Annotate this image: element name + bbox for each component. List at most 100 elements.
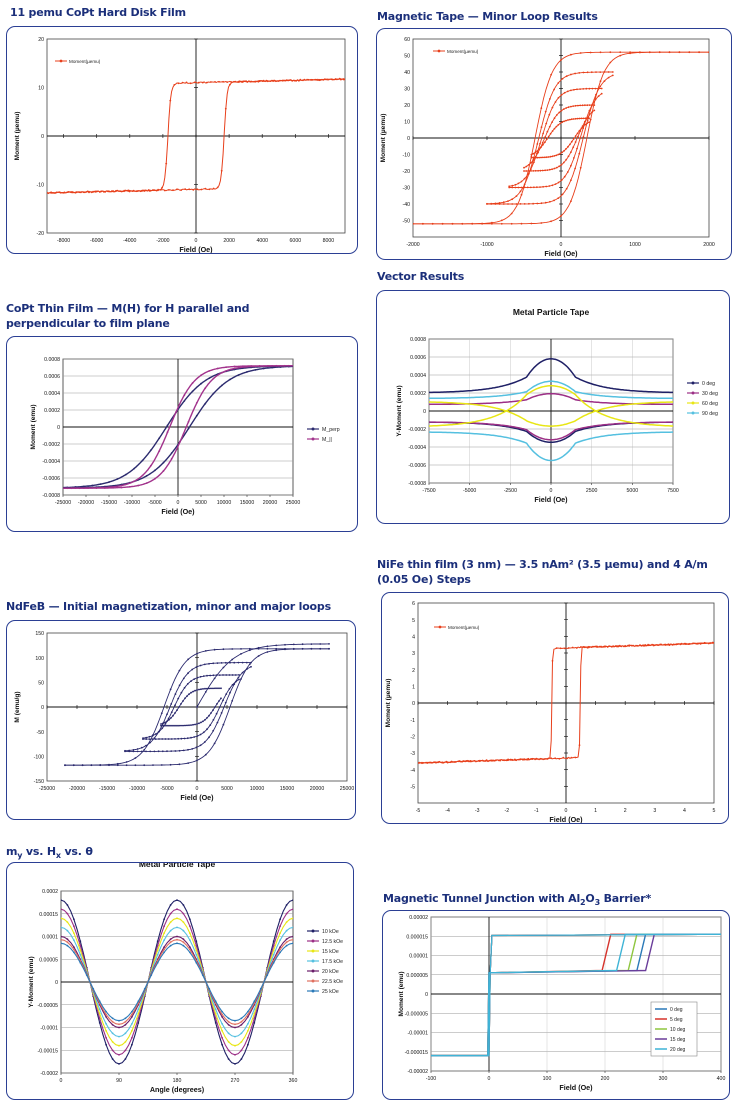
series-10-koe-point: [118, 1063, 120, 1065]
plot-area: [418, 603, 714, 803]
series-moment-emu--loop3-down-point: [579, 105, 581, 107]
legend-marker: [312, 940, 315, 943]
series-ndfeb-loop0-up-point: [249, 663, 251, 665]
y-tick-label: 50: [404, 54, 410, 60]
series-m--descending-point: [225, 366, 227, 368]
x-axis-label: Field (Oe): [549, 815, 583, 824]
series-moment-emu--descending-point: [68, 191, 70, 193]
series-moment-emu--loop2-down-point: [589, 88, 591, 90]
series-ndfeb-loop3-down-point: [202, 688, 204, 690]
series-ndfeb-loop2-up-point: [152, 738, 154, 740]
series-moment-emu--loop3-down-point: [577, 105, 579, 107]
y-axis-label: M (emu/g): [14, 691, 21, 722]
series-ndfeb-loop1-down-point: [217, 662, 219, 664]
series-moment-emu--loop0-down-point: [580, 52, 582, 54]
panel-ndfeb: -150 -100 -50 0 50 100 150 -25000 -20000 -15000 -1…: [6, 620, 356, 820]
series-moment-emu--loop1-down-point: [595, 71, 597, 73]
series-m-perp-ascending-point: [221, 385, 223, 387]
series-moment-emu--loop2-up-point: [536, 186, 538, 188]
series-15-koe-point: [189, 932, 191, 934]
series-22-5-koe-point: [67, 941, 69, 943]
series-moment-emu--descending-point: [515, 759, 517, 761]
series-moment-emu--loop2-down-point: [527, 174, 529, 176]
series-ndfeb-loop2-down-point: [181, 692, 183, 694]
chart-title: Metal Particle Tape: [139, 863, 216, 869]
legend-marker: [312, 930, 315, 933]
series-ndfeb-loop3-down-point: [192, 691, 194, 693]
series-22-5-koe-point: [228, 1021, 230, 1023]
series-25-koe-point: [170, 945, 172, 947]
series-22-5-koe-point: [60, 939, 62, 941]
series-moment-emu--descending-point: [527, 758, 529, 760]
series-20-koe-point: [73, 946, 75, 948]
legend-marker: [438, 50, 441, 53]
series-moment-emu--loop3-up-point: [575, 141, 577, 143]
series-ndfeb-loop2-down-point: [238, 674, 240, 676]
legend-marker: [312, 950, 315, 953]
series-moment-emu--descending-point: [491, 760, 493, 762]
series-moment-emu--descending-point: [206, 82, 208, 84]
series-moment-emu--descending-point: [194, 82, 196, 84]
series-ndfeb-loop0-down-point: [275, 648, 277, 650]
series-12-5-koe-point: [183, 913, 185, 915]
series-12-5-koe-point: [79, 945, 81, 947]
y-axis-label: Moment (µemu): [385, 679, 392, 728]
series-moment-emu--ascending-point: [558, 758, 560, 760]
series-moment-emu--descending-point: [701, 642, 703, 644]
series-25-koe-point: [273, 962, 275, 964]
series-ndfeb-loop2-up-point: [174, 738, 176, 740]
series-moment-emu--descending-point: [153, 189, 155, 191]
series-moment-emu--descending-point: [64, 192, 66, 194]
series-m--descending-point: [250, 365, 252, 367]
series-moment-emu--descending-point: [568, 647, 570, 649]
series-ndfeb-loop2-down-point: [197, 677, 199, 679]
series-moment-emu--loop0-down-point: [629, 51, 631, 53]
series-m--ascending-point: [137, 485, 139, 487]
series-moment-emu--descending-point: [507, 759, 509, 761]
legend-marker: [439, 626, 442, 629]
series-moment-emu--loop1-down-point: [608, 71, 610, 73]
series-moment-emu--loop4-up-point: [557, 154, 559, 156]
x-tick-label: 0: [565, 808, 568, 814]
series-ndfeb-loop2-down-point: [200, 676, 202, 678]
series-ndfeb-loop2-up-point: [168, 738, 170, 740]
series-12-5-koe-point: [131, 1037, 133, 1039]
legend-label: 25 kOe: [322, 989, 339, 995]
series-moment-emu--loop0-down-point: [501, 220, 503, 222]
y-tick-label: 10: [38, 86, 44, 92]
series-moment-emu--descending-point: [234, 81, 236, 83]
y-tick-label: 0.00015: [39, 912, 58, 918]
y-tick-label: 0: [425, 992, 428, 998]
series-moment-emu--descending-point: [100, 190, 102, 192]
series-moment-emu--loop1-up-point: [503, 203, 505, 205]
x-tick-label: 25000: [286, 500, 301, 506]
x-tick-label: -4000: [123, 238, 136, 244]
series-moment-emu--descending-point: [56, 192, 58, 194]
series-ndfeb-loop0-down-point: [311, 648, 313, 650]
series-moment-emu--descending-point: [141, 190, 143, 192]
y-tick-label: -0.0002: [40, 1071, 58, 1077]
series-17-5-koe-point: [176, 927, 178, 929]
legend-label: 15 deg: [670, 1037, 686, 1043]
series-moment-emu--loop0-up-point: [619, 55, 621, 57]
series-ndfeb-loop1-down-point: [179, 684, 181, 686]
series-ndfeb-loop2-down-point: [187, 683, 189, 685]
series-moment-emu--loop1-up-point: [528, 203, 530, 205]
series-moment-emu--loop2-up-point: [598, 95, 600, 97]
series-ndfeb-loop3-up-point: [206, 717, 208, 719]
series-moment-emu--ascending-point: [197, 188, 199, 190]
series-moment-emu--loop0-down-point: [679, 51, 681, 53]
series-moment-emu--loop2-up-point: [539, 186, 541, 188]
series-10-koe-point: [183, 904, 185, 906]
series-ndfeb-loop0-down-point: [82, 764, 84, 766]
series-moment-emu--ascending-point: [571, 757, 573, 759]
y-tick-label: -20: [37, 231, 45, 237]
series-moment-emu--descending-point: [251, 81, 253, 83]
legend-label: Moment(µemu): [447, 49, 479, 54]
series-20-koe-point: [125, 1024, 127, 1026]
series-ndfeb-loop2-down-point: [149, 736, 151, 738]
caption-mtj: Magnetic Tunnel Junction with Al2O3 Barr…: [383, 892, 651, 907]
series-10-koe-point: [67, 904, 69, 906]
series-moment-emu--descending-point: [157, 189, 159, 191]
series-25-koe-point: [279, 952, 281, 954]
